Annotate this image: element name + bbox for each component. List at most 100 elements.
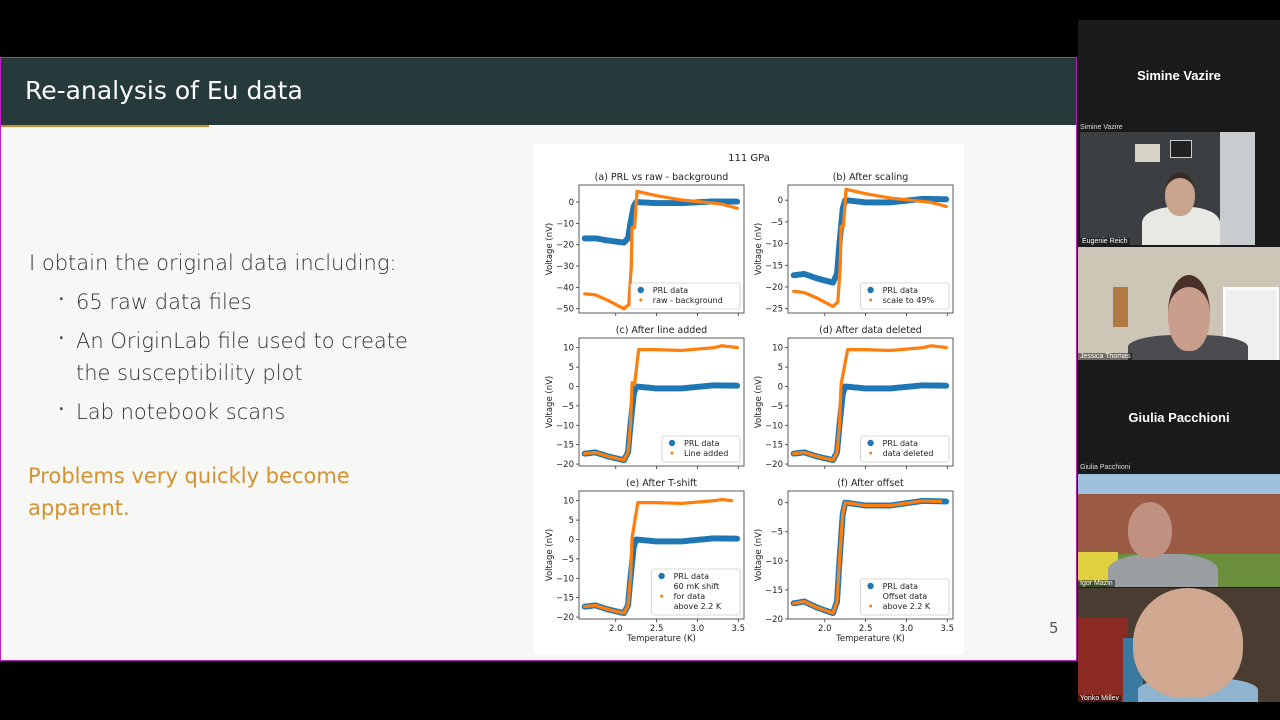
participant-name: Simine Vazire — [1137, 68, 1221, 83]
x-tick-label: 3.0 — [691, 624, 705, 634]
legend-marker — [867, 582, 874, 590]
data-point — [938, 499, 943, 504]
chart-panel: (d) After data deleted 10 5 0 −5 −10 −15 −20 Vol… — [754, 325, 954, 470]
legend-label: PRL data — [883, 582, 919, 591]
participant-video[interactable]: Eugenie Reich — [1080, 132, 1255, 245]
data-point — [734, 382, 741, 389]
panel-title: (b) After scaling — [833, 172, 909, 183]
participants-panel: Simine Vazire Simine Vazire Eugenie Reic… — [1078, 20, 1280, 702]
participant-name: Yonko Millev — [1078, 695, 1122, 702]
x-tick-label: 2.0 — [818, 624, 832, 634]
x-tick-label: 2.5 — [859, 624, 873, 634]
bullet-icon: · — [58, 326, 65, 350]
bullet-item: An OriginLab file used to create the sus… — [76, 329, 408, 385]
legend-box — [630, 282, 741, 310]
data-point — [735, 345, 739, 350]
y-tick-label: −40 — [556, 283, 574, 293]
y-tick-label: 0 — [569, 382, 574, 392]
y-tick-label: 0 — [778, 382, 783, 392]
legend-marker — [670, 451, 674, 455]
data-point — [734, 198, 741, 205]
figure-chart: 111 GPa (a) PRL vs raw - background 0 −10 −2… — [545, 153, 954, 644]
participant-name: Igor Mazin — [1078, 580, 1115, 587]
y-tick-label: −15 — [765, 586, 783, 596]
y-tick-label: 5 — [569, 516, 574, 526]
y-tick-label: −20 — [556, 460, 574, 470]
participant-video[interactable]: Yonko Millev — [1078, 588, 1280, 702]
page-number: 5 — [1049, 619, 1059, 637]
panel-title: (e) After T-shift — [626, 478, 697, 489]
y-tick-label: −10 — [556, 574, 574, 584]
y-tick-label: −5 — [770, 402, 783, 412]
y-tick-label: 0 — [569, 535, 574, 545]
y-tick-label: −10 — [765, 421, 783, 431]
panel-title: (f) After offset — [837, 478, 904, 489]
y-tick-label: 10 — [563, 497, 574, 507]
legend-label: PRL data — [883, 286, 919, 295]
tile-top-label: Giulia Pacchioni — [1080, 464, 1131, 471]
tile-top-label: Simine Vazire — [1080, 124, 1123, 131]
y-tick-label: 5 — [778, 363, 783, 373]
panel-title: (a) PRL vs raw - background — [595, 172, 729, 183]
legend-marker — [867, 439, 874, 447]
y-tick-label: −20 — [765, 460, 783, 470]
legend-label: PRL data — [674, 572, 710, 581]
legend-label: PRL data — [684, 439, 720, 448]
legend-label: data deleted — [883, 449, 934, 458]
y-tick-label: −10 — [765, 557, 783, 567]
x-axis-label: Temperature (K) — [835, 634, 905, 644]
y-axis-label: Voltage (nV) — [545, 529, 555, 581]
shared-slide: Re-analysis of Eu data I obtain the orig… — [0, 57, 1077, 661]
y-tick-label: −20 — [556, 613, 574, 623]
y-tick-label: −10 — [765, 240, 783, 250]
y-tick-label: −15 — [765, 261, 783, 271]
participant-video[interactable]: Igor Mazin — [1078, 474, 1280, 587]
y-tick-label: −30 — [556, 262, 574, 272]
panel-title: (d) After data deleted — [819, 325, 922, 336]
slide-header: Re-analysis of Eu data — [1, 58, 1076, 125]
participant-tile[interactable]: Simine Vazire — [1078, 20, 1280, 120]
data-point — [729, 498, 734, 503]
figure: 111 GPa (a) PRL vs raw - background 0 −10 −2… — [534, 144, 964, 654]
axes-frame — [578, 337, 745, 467]
legend-label: Line added — [684, 449, 728, 458]
chart-panel: (c) After line added 10 5 0 −5 −10 −15 −20 Volta… — [545, 325, 745, 470]
bullet-item: Lab notebook scans — [76, 400, 286, 424]
y-axis-label: Voltage (nV) — [754, 529, 764, 581]
bullet-icon: · — [58, 397, 65, 421]
conclusion-text: Problems very quickly become apparent. — [28, 464, 350, 520]
legend-marker — [869, 298, 873, 302]
x-tick-label: 3.5 — [732, 624, 746, 634]
y-tick-label: −15 — [556, 594, 574, 604]
chart-panel: (a) PRL vs raw - background 0 −10 −20 −30 −40… — [545, 172, 745, 316]
y-tick-label: −15 — [556, 441, 574, 451]
participant-tile[interactable]: Giulia Pacchioni — [1078, 362, 1280, 470]
y-tick-label: 0 — [569, 198, 574, 208]
y-axis-label: Voltage (nV) — [754, 223, 764, 275]
axes-frame — [578, 184, 745, 314]
legend-marker — [639, 298, 643, 302]
data-point — [944, 204, 948, 209]
intro-text: I obtain the original data including: — [29, 251, 397, 275]
y-axis-label: Voltage (nV) — [545, 376, 555, 428]
participant-name: Eugenie Reich — [1080, 238, 1130, 245]
y-tick-label: −20 — [556, 241, 574, 251]
y-tick-label: −20 — [765, 615, 783, 625]
data-point — [943, 382, 950, 389]
legend-marker — [867, 286, 874, 294]
legend-label: PRL data — [883, 439, 919, 448]
data-point — [944, 345, 948, 350]
participant-name: Giulia Pacchioni — [1128, 410, 1230, 425]
legend-label: PRL data — [653, 286, 689, 295]
legend-label: Offset data — [883, 592, 928, 601]
y-tick-label: 0 — [778, 499, 783, 509]
legend-marker — [637, 286, 644, 294]
data-point — [943, 196, 950, 203]
y-tick-label: 10 — [563, 344, 574, 354]
participant-video[interactable]: Jessica Thomas — [1078, 247, 1280, 360]
bullet-item: 65 raw data files — [76, 290, 252, 314]
chart-panel: (b) After scaling 0 −5 −10 −15 −20 −25 Voltage … — [754, 172, 954, 316]
y-tick-label: −20 — [765, 283, 783, 293]
y-tick-label: −5 — [561, 555, 574, 565]
chart-panel: (f) After offset 0 −5 −10 −15 −20 2.0 2.5 3.0 3.5… — [754, 478, 954, 644]
